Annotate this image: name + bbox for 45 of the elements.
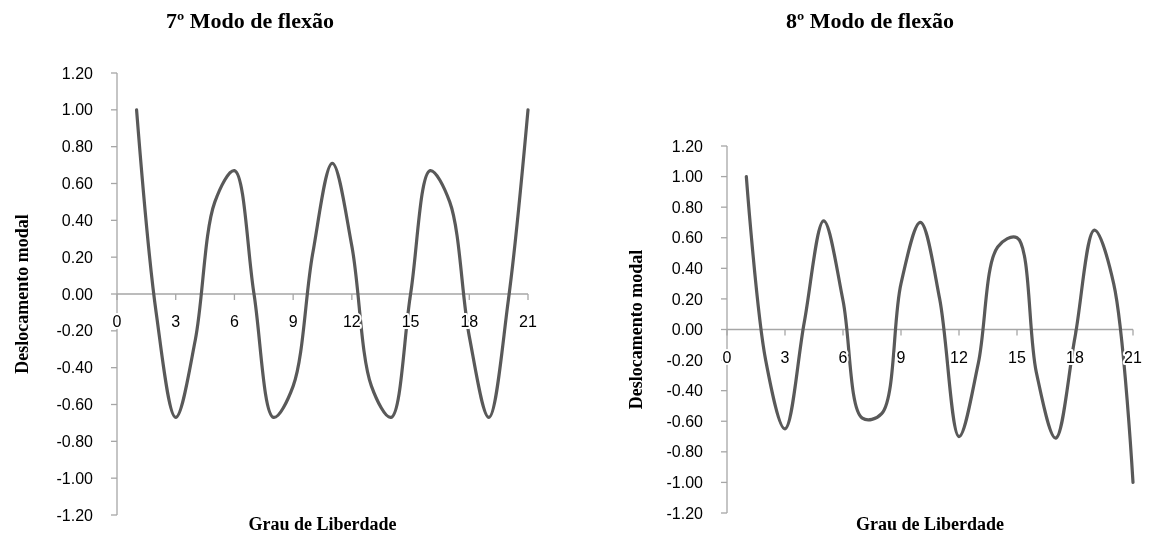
chart-title: 7º Modo de flexão — [166, 8, 334, 33]
y-tick-label: -0.40 — [666, 382, 704, 400]
x-tick-label: 12 — [342, 313, 361, 330]
y-tick-label: 0.20 — [61, 248, 94, 266]
y-tick-label: 1.00 — [61, 101, 94, 119]
y-tick-label: 0.60 — [61, 175, 94, 193]
y-axis-title: Deslocamento modal — [626, 249, 646, 410]
y-tick-label: -0.80 — [56, 432, 94, 450]
y-tick-label: -1.00 — [56, 469, 94, 487]
y-tick-label: 1.20 — [671, 137, 704, 155]
y-tick-label: -0.80 — [666, 443, 704, 461]
y-tick-label: 0.40 — [671, 259, 704, 277]
x-tick-label: 3 — [171, 313, 181, 330]
y-tick-label: 1.20 — [61, 64, 94, 82]
y-tick-label: 0.20 — [671, 290, 704, 308]
x-axis-title: Grau de Liberdade — [855, 514, 1005, 534]
y-tick-label: 0.00 — [61, 285, 94, 303]
y-tick-label: -0.40 — [56, 359, 94, 377]
y-tick-label: -0.20 — [56, 322, 94, 340]
y-tick-label: -0.60 — [666, 412, 704, 430]
x-tick-label: 12 — [950, 348, 968, 366]
x-tick-label: 9 — [896, 348, 906, 366]
y-tick-label: -1.20 — [666, 504, 704, 522]
x-tick-label: 21 — [1124, 348, 1142, 366]
x-axis-title: Grau de Liberdade — [248, 514, 397, 534]
chart-title: 8º Modo de flexão — [786, 8, 954, 33]
x-tick-label: 0 — [112, 313, 122, 330]
y-tick-label: 0.40 — [61, 211, 94, 229]
y-tick-label: -0.60 — [56, 396, 94, 414]
x-tick-label: 9 — [288, 313, 298, 330]
y-tick-label: 0.60 — [671, 229, 704, 247]
y-tick-label: -0.20 — [666, 351, 704, 369]
x-tick-label: 6 — [229, 313, 239, 330]
x-tick-label: 6 — [838, 348, 848, 366]
y-tick-label: -1.20 — [56, 506, 94, 524]
y-tick-label: 1.00 — [671, 168, 704, 186]
y-tick-label: 0.00 — [671, 321, 704, 339]
x-tick-label: 3 — [780, 348, 790, 366]
x-tick-label: 0 — [722, 348, 732, 366]
x-tick-label: 21 — [519, 313, 537, 330]
y-axis-title: Deslocamento modal — [12, 214, 32, 374]
y-tick-label: 0.80 — [61, 138, 94, 156]
y-tick-label: 0.80 — [671, 198, 704, 216]
x-tick-label: 15 — [1008, 348, 1026, 366]
y-tick-label: -1.00 — [666, 474, 704, 492]
